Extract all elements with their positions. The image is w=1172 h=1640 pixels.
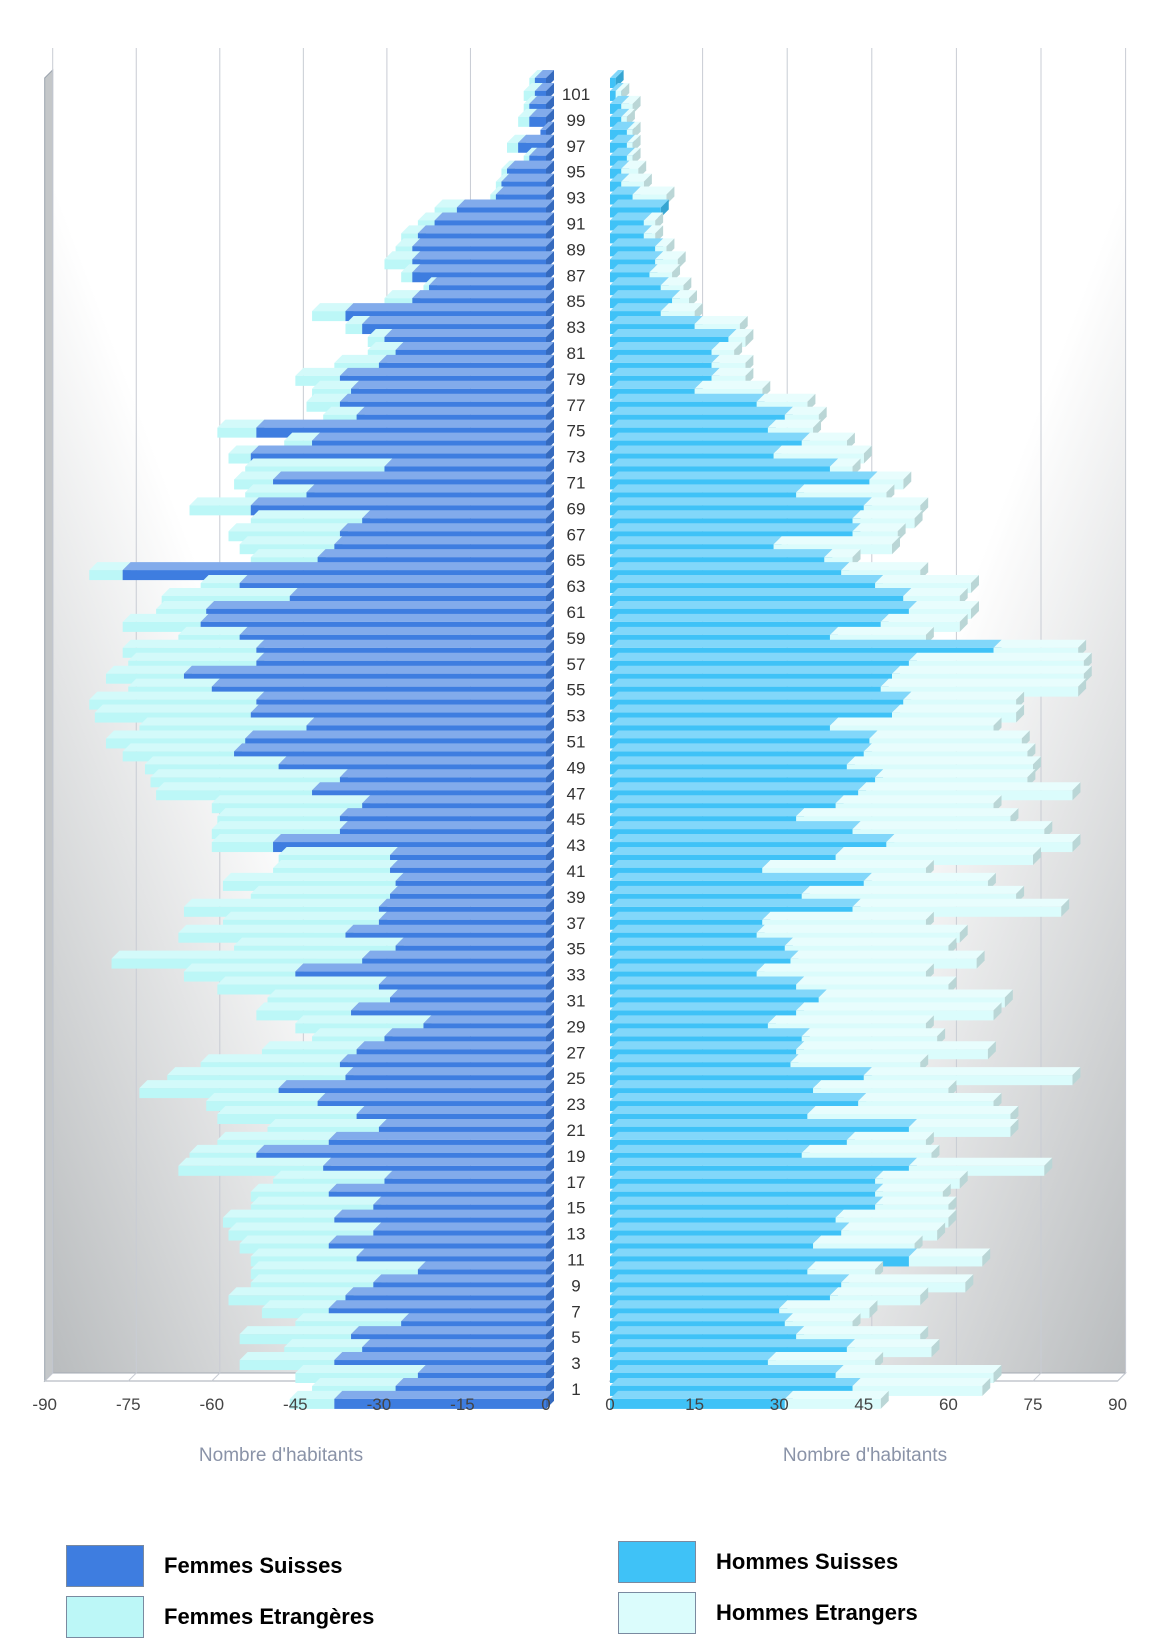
age-label: 65 [567, 551, 586, 570]
age-label: 23 [567, 1095, 586, 1114]
age-label: 85 [567, 292, 586, 311]
bar-hommes-etrangers-age-11 [908, 1248, 991, 1267]
age-label: 93 [567, 189, 586, 208]
age-label: 61 [567, 603, 586, 622]
legend-swatch [66, 1596, 144, 1638]
age-label: 91 [567, 214, 586, 233]
x-axis-title-right: Nombre d'habitants [783, 1445, 947, 1466]
gridline-left-floor [44, 1372, 54, 1382]
age-label: 37 [567, 914, 586, 933]
age-label: 7 [571, 1302, 580, 1321]
x-tick-label-right: 0 [605, 1395, 614, 1414]
age-label: 11 [567, 1250, 585, 1269]
age-label: 101 [562, 85, 590, 104]
age-label: 63 [567, 577, 586, 596]
gridline-right-floor [1032, 1372, 1042, 1382]
legend-femmes-suisses: Femmes Suisses [66, 1545, 343, 1587]
x-tick-label-right: 30 [770, 1395, 789, 1414]
x-tick-label-left: -30 [367, 1395, 392, 1414]
bar-hommes-etrangers-age-18 [908, 1157, 1053, 1176]
age-label: 95 [567, 163, 586, 182]
x-tick-label-left: -75 [116, 1395, 141, 1414]
age-label: 13 [567, 1225, 586, 1244]
bar-hommes-etrangers-age-1 [852, 1377, 991, 1396]
age-label: 75 [567, 422, 586, 441]
x-tick-label-right: 60 [939, 1395, 958, 1414]
age-label: 59 [567, 629, 586, 648]
x-tick-label-left: -45 [283, 1395, 308, 1414]
legend-label: Femmes Suisses [164, 1553, 343, 1578]
age-label: 81 [567, 344, 586, 363]
gridline-left-floor [127, 1372, 137, 1382]
age-label: 35 [567, 940, 586, 959]
age-label: 69 [567, 499, 586, 518]
x-tick-label-right: 45 [854, 1395, 873, 1414]
x-tick-label-left: 0 [541, 1395, 550, 1414]
age-label: 83 [567, 318, 586, 337]
legend-label: Hommes Suisses [716, 1549, 899, 1574]
age-label: 55 [567, 681, 586, 700]
age-label: 57 [567, 655, 586, 674]
age-label: 99 [567, 111, 586, 130]
age-label: 19 [567, 1147, 586, 1166]
bar-hommes-etrangers-age-38 [852, 898, 1070, 917]
bar-hommes-etrangers-age-25 [863, 1067, 1081, 1086]
age-label: 25 [567, 1069, 586, 1088]
age-label: 47 [567, 784, 586, 803]
x-tick-label-left: -60 [200, 1395, 225, 1414]
age-label: 3 [571, 1354, 580, 1373]
age-label: 43 [567, 836, 586, 855]
bar-femmes-etrang-res-age-43 [211, 834, 282, 853]
age-label: 9 [571, 1276, 580, 1295]
age-label: 77 [567, 396, 586, 415]
gridline-right-floor [1117, 1372, 1126, 1382]
x-tick-label-right: 15 [685, 1395, 704, 1414]
legend-femmes-etrangeres: Femmes Etrangères [66, 1596, 374, 1638]
age-label: 41 [567, 862, 586, 881]
bar-hommes-etrangers-age-4 [846, 1339, 940, 1358]
bar-femmes-suisses-age-0 [334, 1390, 554, 1409]
age-label: 97 [567, 137, 586, 156]
legend-hommes-etrangers: Hommes Etrangers [618, 1592, 918, 1634]
age-label: 79 [567, 370, 586, 389]
x-tick-label-left: -15 [450, 1395, 475, 1414]
age-label: 1 [571, 1380, 580, 1399]
age-label: 33 [567, 966, 586, 985]
age-label: 73 [567, 448, 586, 467]
bar-hommes-etrangers-age-0 [784, 1390, 889, 1409]
age-label: 51 [567, 732, 586, 751]
x-tick-label-right: 90 [1108, 1395, 1127, 1414]
age-label: 53 [567, 707, 586, 726]
legend-label: Femmes Etrangères [164, 1604, 375, 1629]
legend-hommes-suisses: Hommes Suisses [618, 1541, 898, 1583]
bar-hommes-etrangers-age-42 [835, 847, 1041, 865]
age-label: 87 [567, 266, 586, 285]
legend-swatch [66, 1545, 144, 1587]
age-label: 45 [567, 810, 586, 829]
age-label: 15 [567, 1199, 586, 1218]
age-label: 31 [567, 991, 586, 1010]
legend-label: Hommes Etrangers [716, 1600, 918, 1625]
age-label: 27 [567, 1043, 586, 1062]
age-label: 89 [567, 240, 586, 259]
age-label: 71 [567, 473, 586, 492]
age-label: 67 [567, 525, 586, 544]
legend-swatch [618, 1592, 696, 1634]
age-label: 29 [567, 1017, 586, 1036]
age-label: 49 [567, 758, 586, 777]
left-side-wall [44, 68, 54, 1383]
age-label: 39 [567, 888, 586, 907]
gridline-left-floor [211, 1372, 221, 1382]
age-label: 5 [571, 1328, 580, 1347]
x-axis-title-left: Nombre d'habitants [199, 1445, 363, 1466]
x-tick-label-right: 75 [1024, 1395, 1043, 1414]
age-label: 17 [567, 1173, 586, 1192]
bar-hommes-etrangers-age-21 [908, 1118, 1019, 1137]
x-tick-label-left: -90 [32, 1395, 57, 1414]
age-label: 21 [567, 1121, 586, 1140]
legend-swatch [618, 1541, 696, 1583]
bar-femmes-etrang-res-age-69 [189, 497, 259, 516]
